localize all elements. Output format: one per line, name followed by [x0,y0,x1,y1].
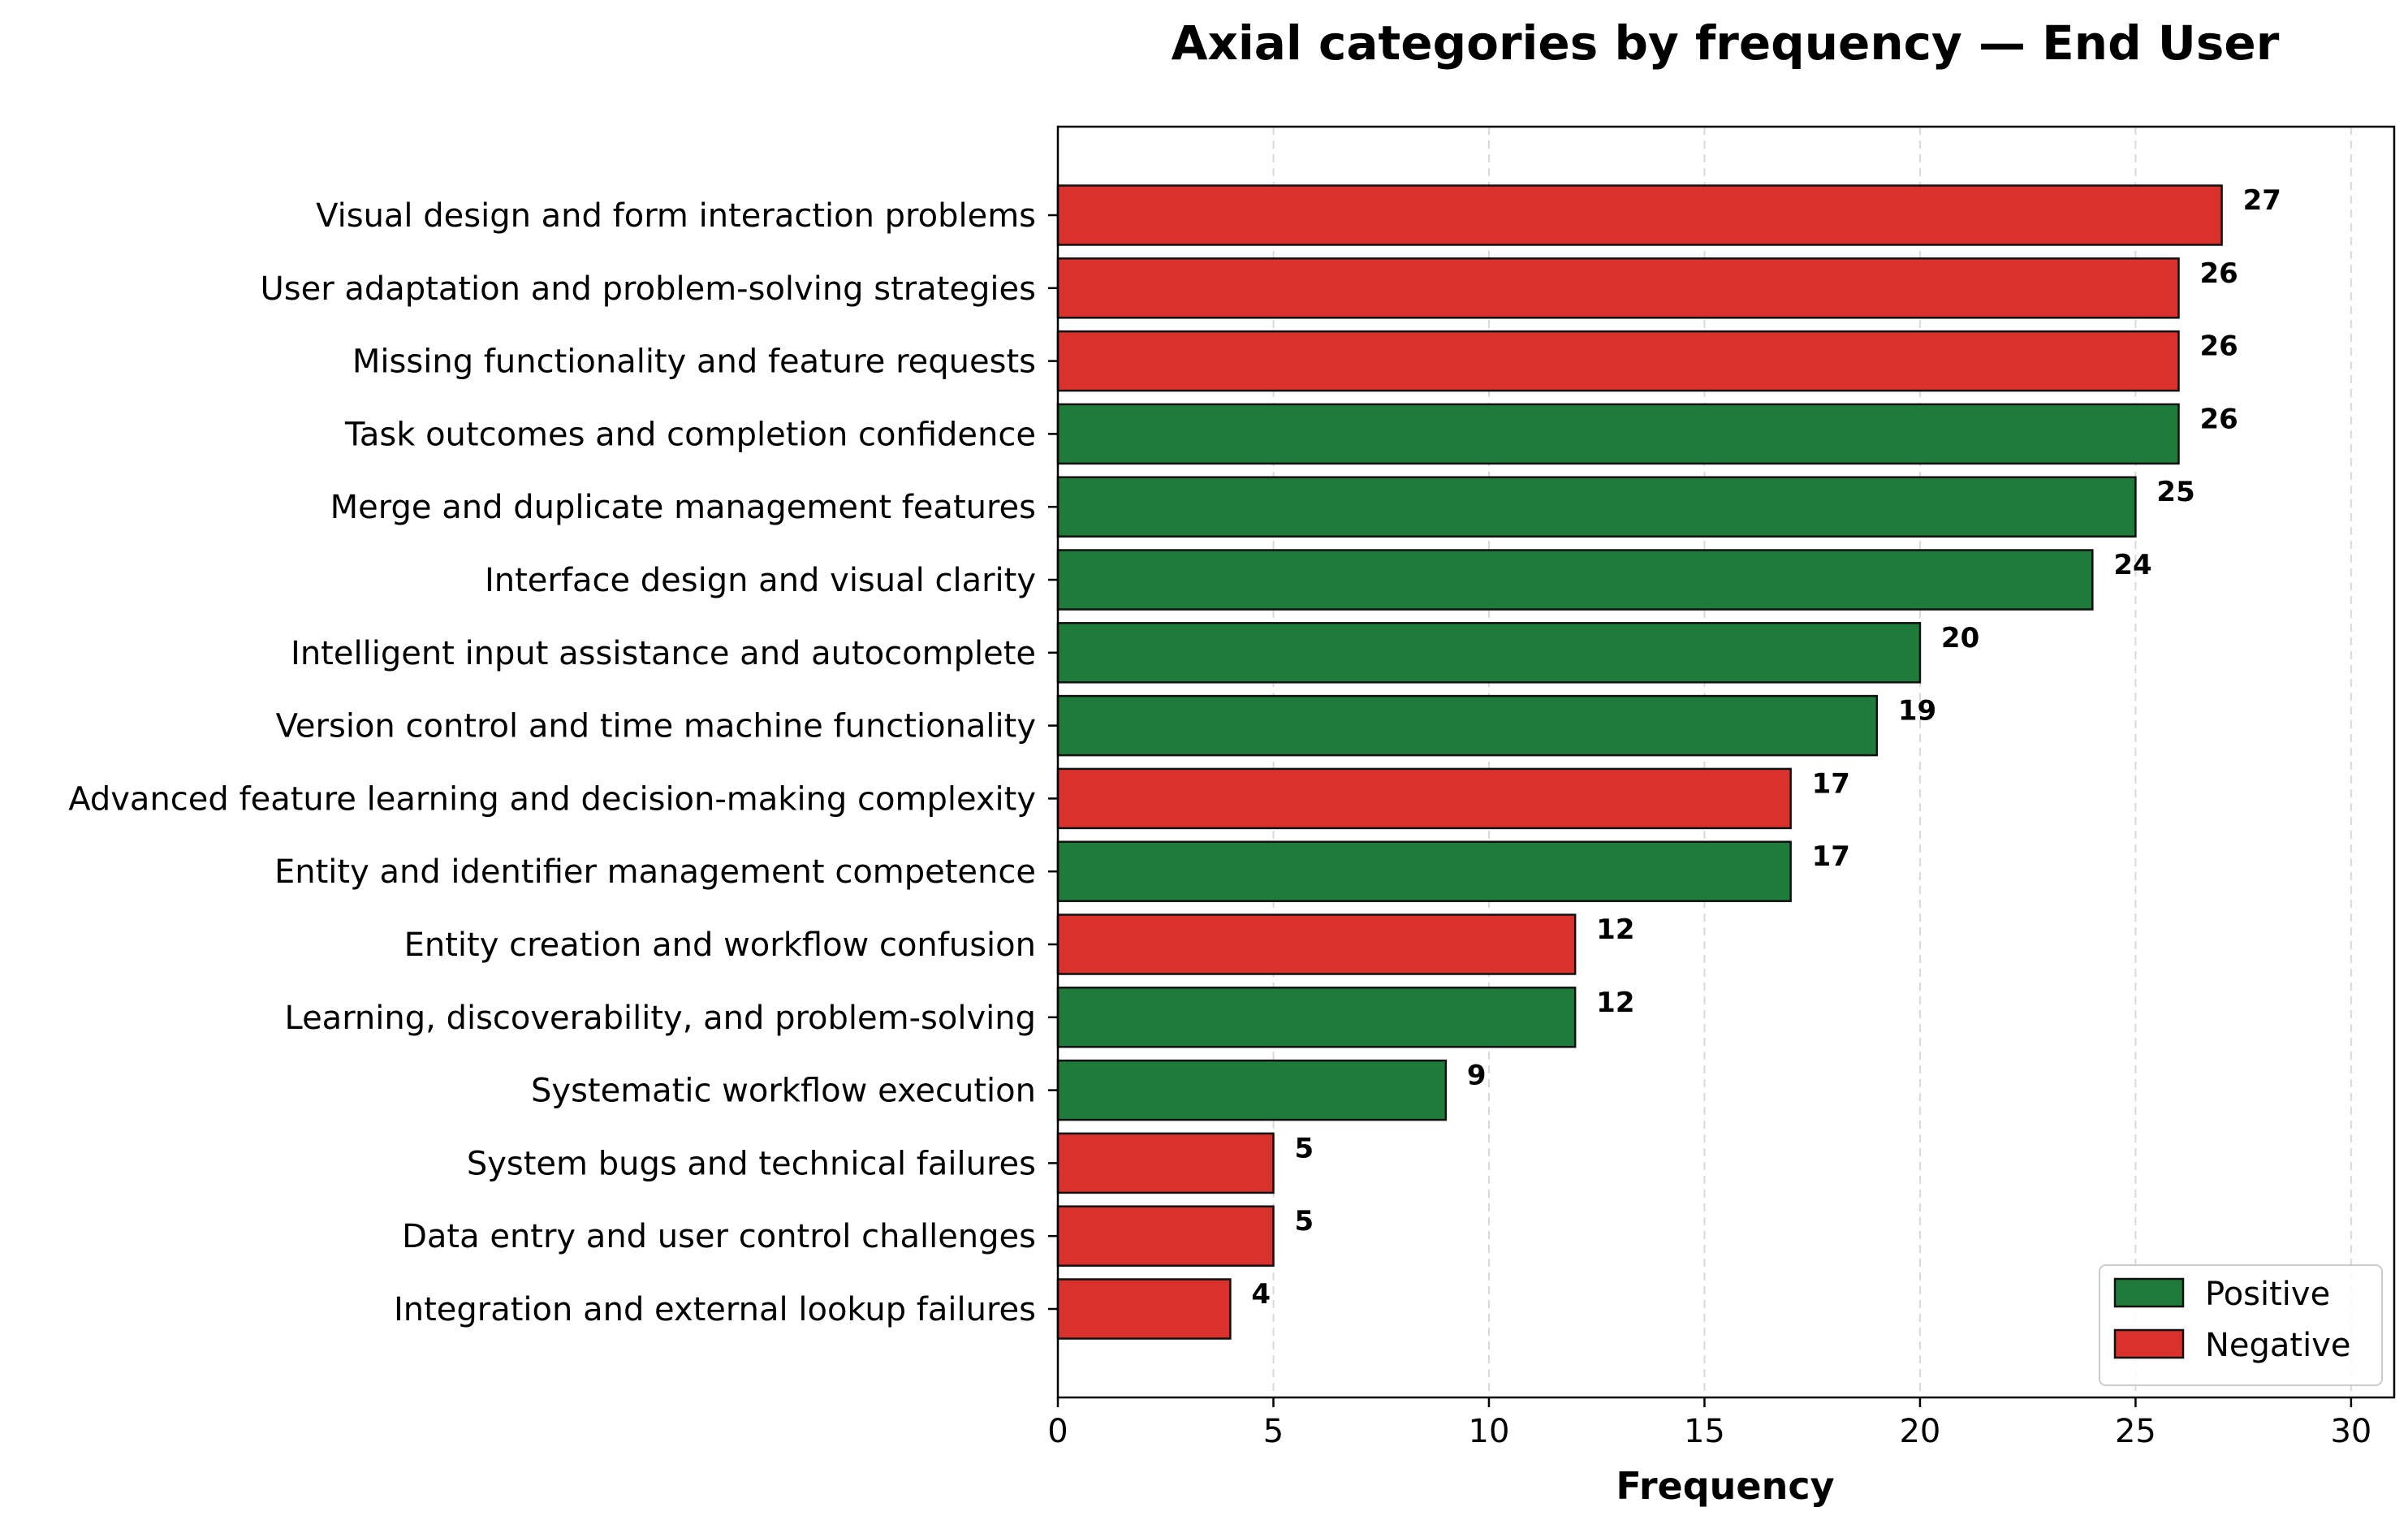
value-label: 9 [1467,1060,1487,1092]
category-label: Intelligent input assistance and autocom… [291,635,1036,672]
legend: Positive Negative [2099,1264,2383,1386]
value-label: 26 [2200,257,2238,290]
category-label: Version control and time machine functio… [276,708,1036,745]
category-label: User adaptation and problem-solving stra… [260,270,1036,308]
x-axis-title: Frequency [1616,1464,1834,1508]
bar-positive [1056,476,2137,538]
x-tick-label: 25 [2115,1413,2156,1450]
bar-negative [1056,767,1792,830]
legend-swatch-negative [2113,1328,2185,1359]
category-label: Merge and duplicate management features [330,489,1036,526]
legend-swatch-positive [2113,1277,2185,1308]
bar-negative [1056,1278,1232,1340]
y-axis: Visual design and form interaction probl… [68,197,1058,1328]
value-label: 17 [1812,767,1850,800]
x-tick-label: 20 [1899,1413,1940,1450]
legend-label-negative: Negative [2205,1327,2351,1364]
bars [1056,184,2223,1340]
category-label: Data entry and user control challenges [402,1218,1036,1255]
legend-label-positive: Positive [2205,1276,2330,1313]
bar-negative [1056,914,1577,975]
value-label: 27 [2243,184,2281,217]
x-tick-label: 5 [1263,1413,1284,1450]
bar-negative [1056,330,2180,392]
bar-negative [1056,257,2180,319]
bar-negative [1056,184,2223,246]
value-label: 12 [1596,987,1634,1019]
x-tick-label: 30 [2330,1413,2371,1450]
value-label: 24 [2113,549,2151,581]
category-label: Task outcomes and completion confidence [344,416,1036,453]
x-axis: 0 5 10 15 20 25 30 [1047,1397,2371,1450]
category-label: Systematic workflow execution [531,1073,1036,1110]
category-label: Integration and external lookup failures [394,1291,1036,1328]
bar-negative [1056,1205,1275,1267]
category-label: Advanced feature learning and decision-m… [68,780,1036,818]
value-label: 5 [1294,1132,1314,1164]
chart-title: Axial categories by frequency — End User [1172,15,2280,71]
value-label: 26 [2200,330,2238,363]
bar-positive [1056,403,2180,465]
value-label: 5 [1294,1205,1314,1237]
value-label: 4 [1251,1278,1271,1311]
bar-positive [1056,987,1577,1048]
value-labels: 27 26 26 26 25 24 20 19 17 17 12 12 9 5 5 4 [1251,184,2281,1311]
bar-negative [1056,1132,1275,1194]
bar-positive [1056,622,1922,684]
category-label: Visual design and form interaction probl… [316,197,1036,235]
category-label: Missing functionality and feature reques… [352,343,1036,381]
value-label: 19 [1898,695,1936,728]
x-tick-label: 0 [1047,1413,1068,1450]
category-label: Interface design and visual clarity [485,562,1036,599]
bar-positive [1056,694,1879,757]
category-label: System bugs and technical failures [467,1145,1036,1182]
bar-positive [1056,840,1792,902]
value-label: 26 [2200,403,2238,435]
value-label: 12 [1596,914,1634,946]
category-label: Entity creation and workflow confusion [404,926,1036,964]
category-label: Learning, discoverability, and problem-s… [284,1000,1036,1037]
value-label: 25 [2156,476,2194,508]
bar-positive [1056,549,2094,611]
category-label: Entity and identifier management compete… [274,853,1036,891]
value-label: 20 [1941,622,1979,654]
x-tick-label: 15 [1684,1413,1725,1450]
value-label: 17 [1812,840,1850,873]
plot-area-frame [1056,125,2396,1399]
bar-positive [1056,1059,1448,1121]
x-tick-label: 10 [1469,1413,1510,1450]
